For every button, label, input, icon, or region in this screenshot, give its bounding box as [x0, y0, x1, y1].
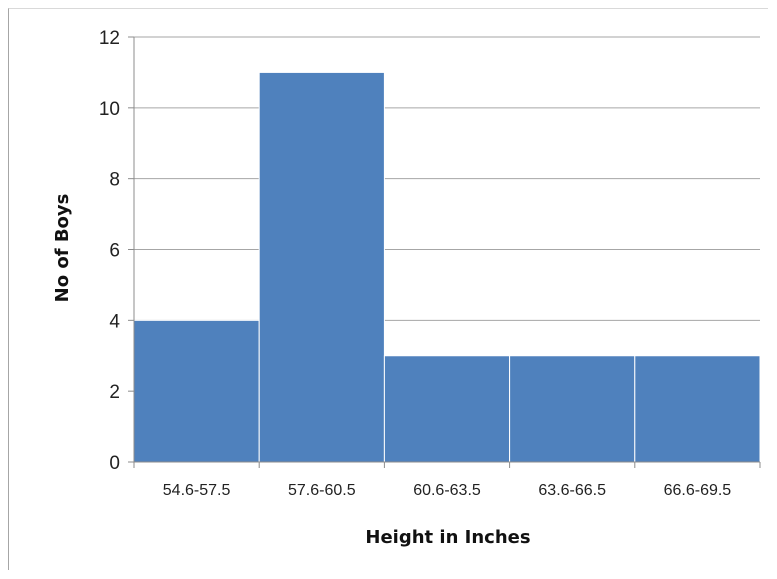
- x-tick-label: 60.6-63.5: [413, 482, 481, 499]
- x-axis-title: Height in Inches: [365, 527, 530, 548]
- y-axis-title: No of Boys: [52, 194, 73, 303]
- bar-54.6-57.5: [133, 319, 260, 463]
- y-tick-labels: 0 2 4 6 8 10 12: [99, 28, 121, 474]
- y-tick-label: 10: [99, 99, 120, 120]
- x-tick-labels: 54.6-57.5 57.6-60.5 60.6-63.5 63.6-66.5 66.6…: [163, 482, 732, 499]
- bar-57.6-60.5: [258, 71, 385, 463]
- y-tick-label: 4: [109, 311, 120, 332]
- y-tick-label: 12: [99, 28, 120, 49]
- bar-66.6-69.5: [634, 355, 761, 463]
- bar-60.6-63.5: [383, 355, 511, 463]
- axes: [128, 36, 761, 468]
- bars: [133, 71, 761, 463]
- chart-frame: [8, 8, 768, 570]
- y-tick-label: 6: [109, 241, 120, 262]
- x-tick-label: 54.6-57.5: [163, 482, 231, 499]
- y-tick-label: 0: [109, 453, 120, 474]
- x-tick-label: 57.6-60.5: [288, 482, 356, 499]
- x-tick-label: 66.6-69.5: [664, 482, 732, 499]
- bar-63.6-66.5: [509, 355, 636, 463]
- y-tick-label: 8: [109, 170, 120, 191]
- y-tick-label: 2: [109, 382, 120, 403]
- x-tick-label: 63.6-66.5: [538, 482, 606, 499]
